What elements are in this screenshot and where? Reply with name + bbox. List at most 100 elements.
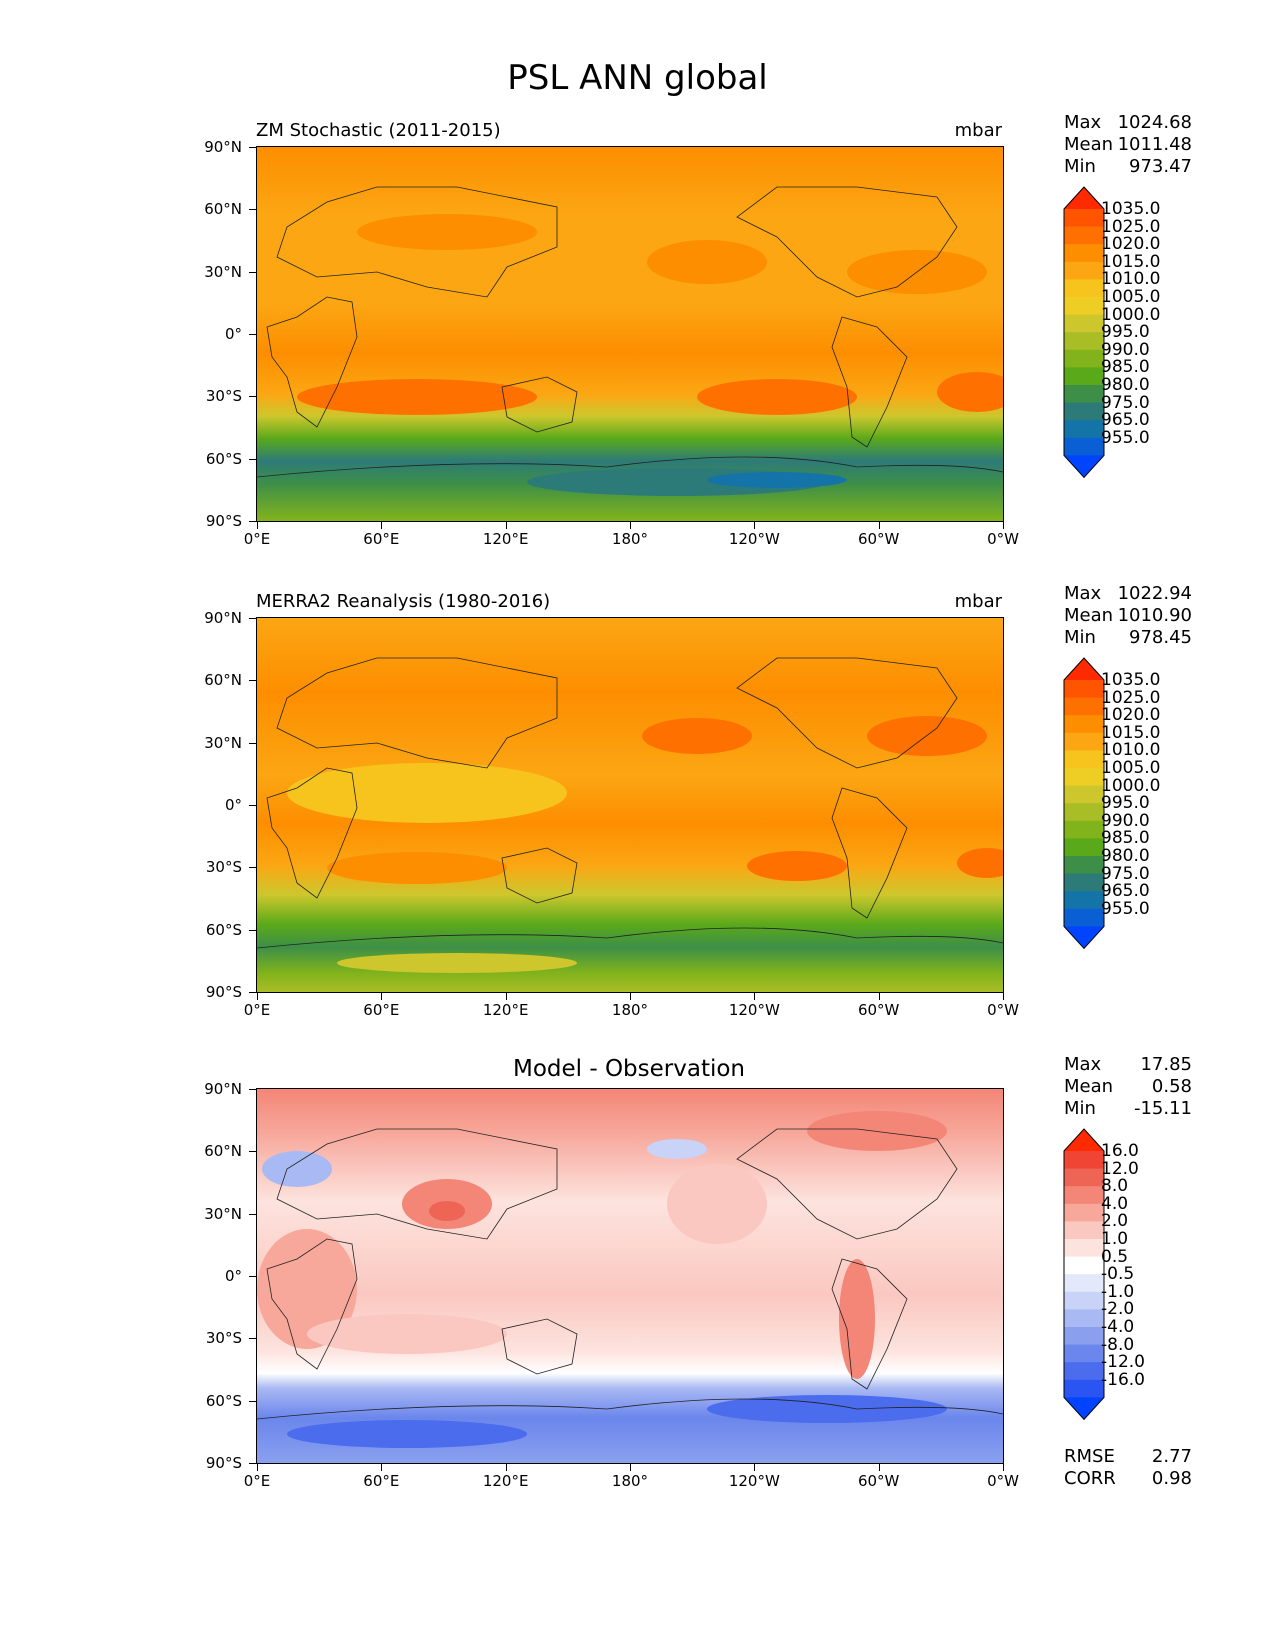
x-tick-label: 60°W xyxy=(857,530,900,548)
colorbar-segment xyxy=(1064,873,1104,892)
colorbar-label: 1010.0 xyxy=(1101,740,1161,761)
colorbar-segment xyxy=(1064,279,1104,298)
x-tick-label: 60°W xyxy=(857,1001,900,1019)
colorbar-label: 4.0 xyxy=(1101,1193,1129,1214)
colorbar-label: -1.0 xyxy=(1101,1281,1135,1302)
colorbar-label: 2.0 xyxy=(1101,1211,1129,1232)
colorbar-graphic xyxy=(1063,657,1105,950)
colorbar-label: -16.0 xyxy=(1101,1369,1145,1390)
y-tick xyxy=(249,929,256,931)
y-tick-label: 30°N xyxy=(204,262,242,281)
colorbar-label: 985.0 xyxy=(1101,357,1150,378)
colorbar-label: 985.0 xyxy=(1101,828,1150,849)
colorbar-label: 980.0 xyxy=(1101,375,1150,395)
y-tick xyxy=(249,209,256,211)
colorbar-label: 1015.0 xyxy=(1101,251,1161,272)
x-tick xyxy=(630,993,631,1000)
x-tick-label: 180° xyxy=(611,1472,649,1490)
stat-value: 1022.94 xyxy=(1117,583,1192,604)
colorbar-segment xyxy=(1064,785,1104,804)
x-tick-label: 60°E xyxy=(363,530,400,548)
colorbar-segment xyxy=(1064,1221,1104,1240)
colorbar-segment xyxy=(1064,803,1104,822)
colorbar-label: 0.5 xyxy=(1101,1246,1129,1267)
units-label: mbar xyxy=(954,120,1002,141)
stats-box: Max 1024.68 Mean 1011.48 Min 973.47 xyxy=(1064,112,1192,178)
colorbar-extend-top xyxy=(1064,187,1104,209)
x-tick xyxy=(878,1464,880,1471)
stat-label: Max xyxy=(1064,112,1102,133)
colorbar-label: -4.0 xyxy=(1101,1317,1135,1337)
colorbar-label: 980.0 xyxy=(1101,846,1150,866)
colorbar-segment xyxy=(1064,1327,1104,1346)
panel-model: ZM Stochastic (2011-2015) mbar xyxy=(0,112,1275,590)
x-tick xyxy=(257,522,258,529)
panel-title: MERRA2 Reanalysis (1980-2016) xyxy=(256,591,551,612)
colorbar-label: 1020.0 xyxy=(1101,705,1161,726)
x-tick-label: 0°E xyxy=(243,1472,271,1490)
colorbar-label: 990.0 xyxy=(1101,810,1150,831)
x-tick xyxy=(505,993,507,1000)
x-tick xyxy=(505,522,507,529)
y-tick xyxy=(249,521,256,522)
stats-box: Max 1022.94 Mean 1010.90 Min 978.45 xyxy=(1064,583,1192,649)
x-tick xyxy=(754,1464,756,1471)
stat-label: Min xyxy=(1064,627,1096,648)
y-tick-label: 60°S xyxy=(205,1391,242,1410)
figure-title: PSL ANN global xyxy=(507,58,768,98)
x-tick xyxy=(381,1464,383,1471)
x-tick-label: 0°E xyxy=(243,1001,271,1019)
colorbar-segment xyxy=(1064,1274,1104,1293)
colorbar-segment xyxy=(1064,209,1104,228)
colorbar-segment xyxy=(1064,750,1104,769)
colorbar-segment xyxy=(1064,768,1104,787)
colorbar-segment xyxy=(1064,1379,1104,1398)
colorbar-segment xyxy=(1064,820,1104,839)
x-tick-label: 0°W xyxy=(987,530,1019,548)
colorbar-segment xyxy=(1064,1256,1104,1275)
x-tick xyxy=(754,993,756,1000)
panel-reference: MERRA2 Reanalysis (1980-2016) mbar xyxy=(0,583,1275,1061)
y-tick xyxy=(249,618,256,619)
y-tick xyxy=(249,867,256,869)
colorbar-label: 12.0 xyxy=(1101,1158,1139,1179)
colorbar-label: 955.0 xyxy=(1101,427,1150,448)
x-tick xyxy=(257,1464,258,1471)
y-tick xyxy=(249,742,256,744)
y-tick-label: 90°N xyxy=(204,609,242,627)
y-tick-label: 0° xyxy=(224,796,242,814)
colorbar-segment xyxy=(1064,1362,1104,1381)
stat-label: Mean xyxy=(1064,134,1114,155)
colorbar-segment xyxy=(1064,332,1104,351)
colorbar-extend-bottom xyxy=(1064,455,1104,478)
y-tick-label: 30°N xyxy=(204,733,242,752)
colorbar-segment xyxy=(1064,1168,1104,1187)
colorbar-label: 975.0 xyxy=(1101,392,1150,413)
colorbar-extend-bottom xyxy=(1064,1397,1104,1420)
colorbar-label: 1015.0 xyxy=(1101,722,1161,743)
colorbar-label: 1005.0 xyxy=(1101,758,1161,778)
x-tick-label: 60°E xyxy=(363,1472,400,1490)
y-tick-label: 60°S xyxy=(205,920,242,939)
y-tick xyxy=(249,1276,256,1277)
x-tick-label: 0°E xyxy=(243,530,271,548)
y-tick xyxy=(249,458,256,460)
colorbar-label: -8.0 xyxy=(1101,1334,1135,1355)
stat-label: RMSE xyxy=(1064,1446,1115,1467)
y-tick-label: 90°S xyxy=(205,1454,242,1472)
stat-value: 1011.48 xyxy=(1117,134,1192,155)
map-reference xyxy=(256,617,1004,993)
y-tick xyxy=(249,805,256,806)
y-tick-label: 60°N xyxy=(204,200,242,219)
stat-value: 1010.90 xyxy=(1117,605,1192,626)
y-tick-label: 90°N xyxy=(204,138,242,156)
colorbar-segment xyxy=(1064,244,1104,263)
colorbar-label: 1010.0 xyxy=(1101,269,1161,290)
y-tick xyxy=(249,334,256,335)
colorbar-segment xyxy=(1064,1291,1104,1310)
y-tick xyxy=(249,271,256,273)
stat-value: -15.11 xyxy=(1133,1098,1192,1119)
y-tick xyxy=(249,1213,256,1215)
colorbar-segment xyxy=(1064,349,1104,368)
